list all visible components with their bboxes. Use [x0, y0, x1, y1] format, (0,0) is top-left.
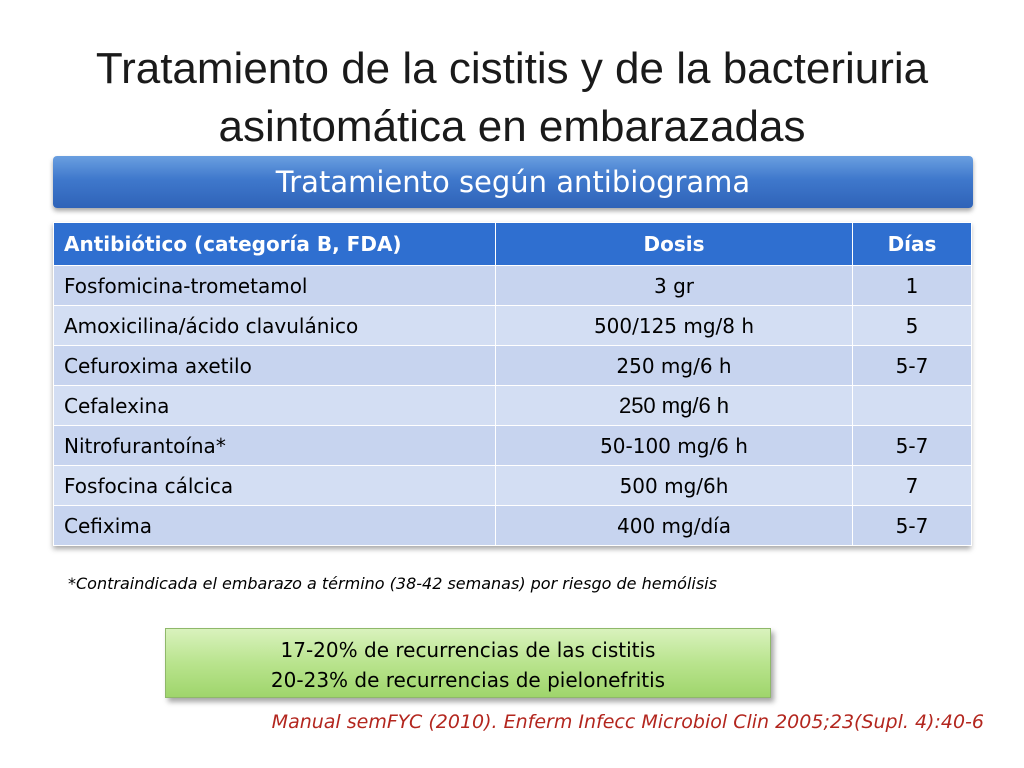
cell-antibiotic: Cefixima	[53, 505, 496, 546]
cell-antibiotic: Fosfomicina-trometamol	[53, 265, 496, 306]
antibiotic-table: Antibiótico (categoría B, FDA) Dosis Día…	[53, 222, 972, 546]
table-header-row: Antibiótico (categoría B, FDA) Dosis Día…	[53, 222, 972, 266]
table-row: Fosfomicina-trometamol 3 gr 1	[53, 265, 972, 306]
cell-dose: 500 mg/6h	[495, 465, 853, 506]
cell-antibiotic: Cefuroxima axetilo	[53, 345, 496, 386]
slide-title: Tratamiento de la cistitis y de la bacte…	[20, 40, 1004, 156]
table-row: Cefixima 400 mg/día 5-7	[53, 505, 972, 546]
table-row: Nitrofurantoína* 50-100 mg/6 h 5-7	[53, 425, 972, 466]
cell-antibiotic: Fosfocina cálcica	[53, 465, 496, 506]
cell-days: 5-7	[852, 345, 972, 386]
recurrence-pyelonephritis: 20-23% de recurrencias de pielonefritis	[270, 668, 666, 692]
recurrence-cystitis: 17-20% de recurrencias de las cistitis	[280, 638, 656, 662]
cell-days: 5-7	[852, 505, 972, 546]
header-dose: Dosis	[495, 222, 853, 266]
table-row: Fosfocina cálcica 500 mg/6h 7	[53, 465, 972, 506]
recurrence-box: 17-20% de recurrencias de las cistitis 2…	[165, 628, 771, 698]
cell-days: 7	[852, 465, 972, 506]
cell-days	[852, 385, 972, 426]
cell-dose: 50-100 mg/6 h	[495, 425, 853, 466]
table-row: Cefuroxima axetilo 250 mg/6 h 5-7	[53, 345, 972, 386]
cell-antibiotic: Nitrofurantoína*	[53, 425, 496, 466]
cell-dose: 500/125 mg/8 h	[495, 305, 853, 346]
cell-dose: 250 mg/6 h	[495, 385, 853, 426]
table-row: Cefalexina 250 mg/6 h	[53, 385, 972, 426]
cell-days: 1	[852, 265, 972, 306]
cell-dose: 250 mg/6 h	[495, 345, 853, 386]
cell-days: 5-7	[852, 425, 972, 466]
antibiotic-table-container: Antibiótico (categoría B, FDA) Dosis Día…	[53, 222, 972, 546]
source-reference: Manual semFYC (2010). Enferm Infecc Micr…	[271, 711, 984, 733]
cell-antibiotic: Amoxicilina/ácido clavulánico	[53, 305, 496, 346]
cell-antibiotic: Cefalexina	[53, 385, 496, 426]
header-days: Días	[852, 222, 972, 266]
cell-dose: 400 mg/día	[495, 505, 853, 546]
cell-dose: 3 gr	[495, 265, 853, 306]
cell-days: 5	[852, 305, 972, 346]
slide-title-line-2: asintomática en embarazadas	[218, 102, 806, 151]
treatment-banner: Tratamiento según antibiograma	[53, 156, 973, 208]
slide-title-line-1: Tratamiento de la cistitis y de la bacte…	[95, 44, 929, 93]
table-row: Amoxicilina/ácido clavulánico 500/125 mg…	[53, 305, 972, 346]
header-antibiotic: Antibiótico (categoría B, FDA)	[53, 222, 496, 266]
table-footnote: *Contraindicada el embarazo a término (3…	[68, 574, 717, 593]
